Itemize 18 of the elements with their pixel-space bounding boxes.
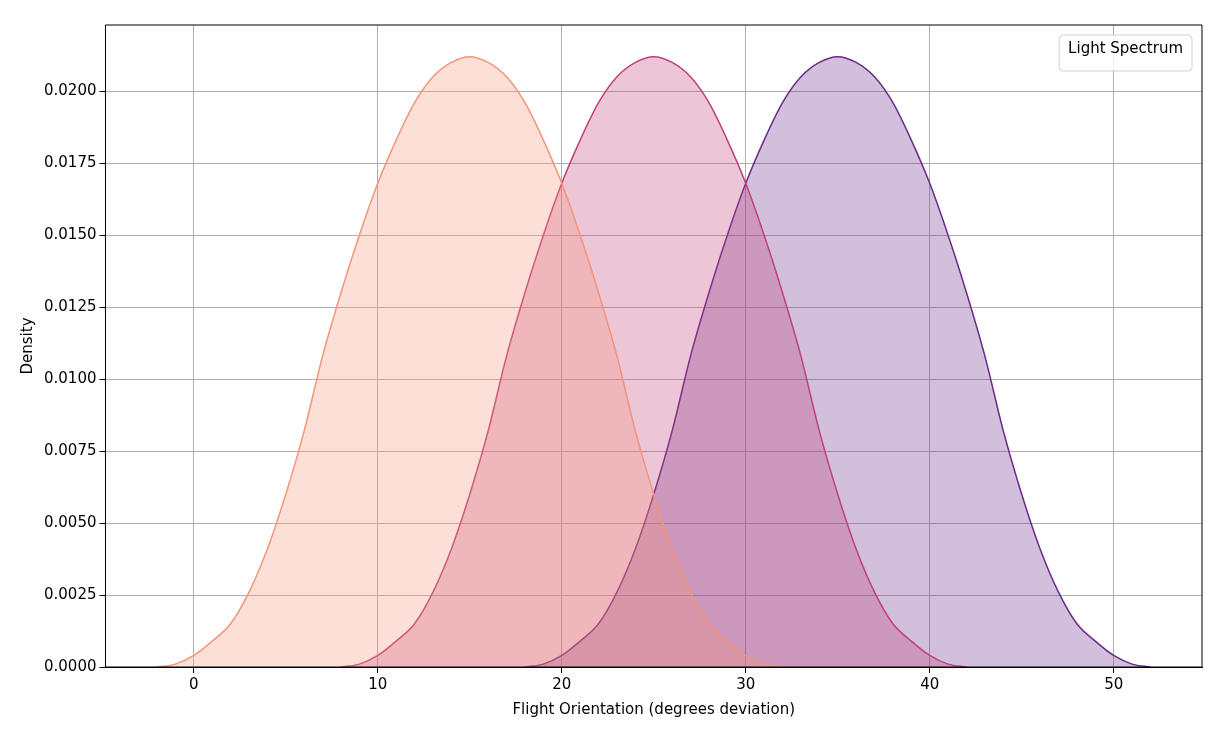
y-tick-label: 0.0025: [43, 584, 97, 603]
x-tick-label: 40: [920, 674, 940, 693]
y-tick-label: 0.0075: [43, 440, 97, 459]
x-tick-label: 30: [736, 674, 756, 693]
x-tick-label: 20: [552, 674, 572, 693]
y-tick-label: 0.0100: [43, 369, 97, 387]
x-axis-title: Flight Orientation (degrees deviation): [512, 699, 796, 718]
y-tick-label: 0.0200: [43, 81, 97, 100]
legend-title: Light Spectrum: [1068, 38, 1183, 57]
y-tick-label: 0.0125: [43, 297, 97, 316]
y-tick-label: 0.0000: [43, 656, 97, 675]
x-tick-label: 0: [189, 674, 199, 693]
x-tick-label: 10: [368, 674, 388, 693]
y-axis-title: Density: [17, 317, 36, 375]
y-tick-label: 0.0050: [43, 512, 97, 531]
y-tick-label: 0.0150: [43, 225, 97, 244]
y-tick-label: 0.0175: [43, 153, 97, 172]
x-tick-label: 50: [1104, 674, 1124, 693]
